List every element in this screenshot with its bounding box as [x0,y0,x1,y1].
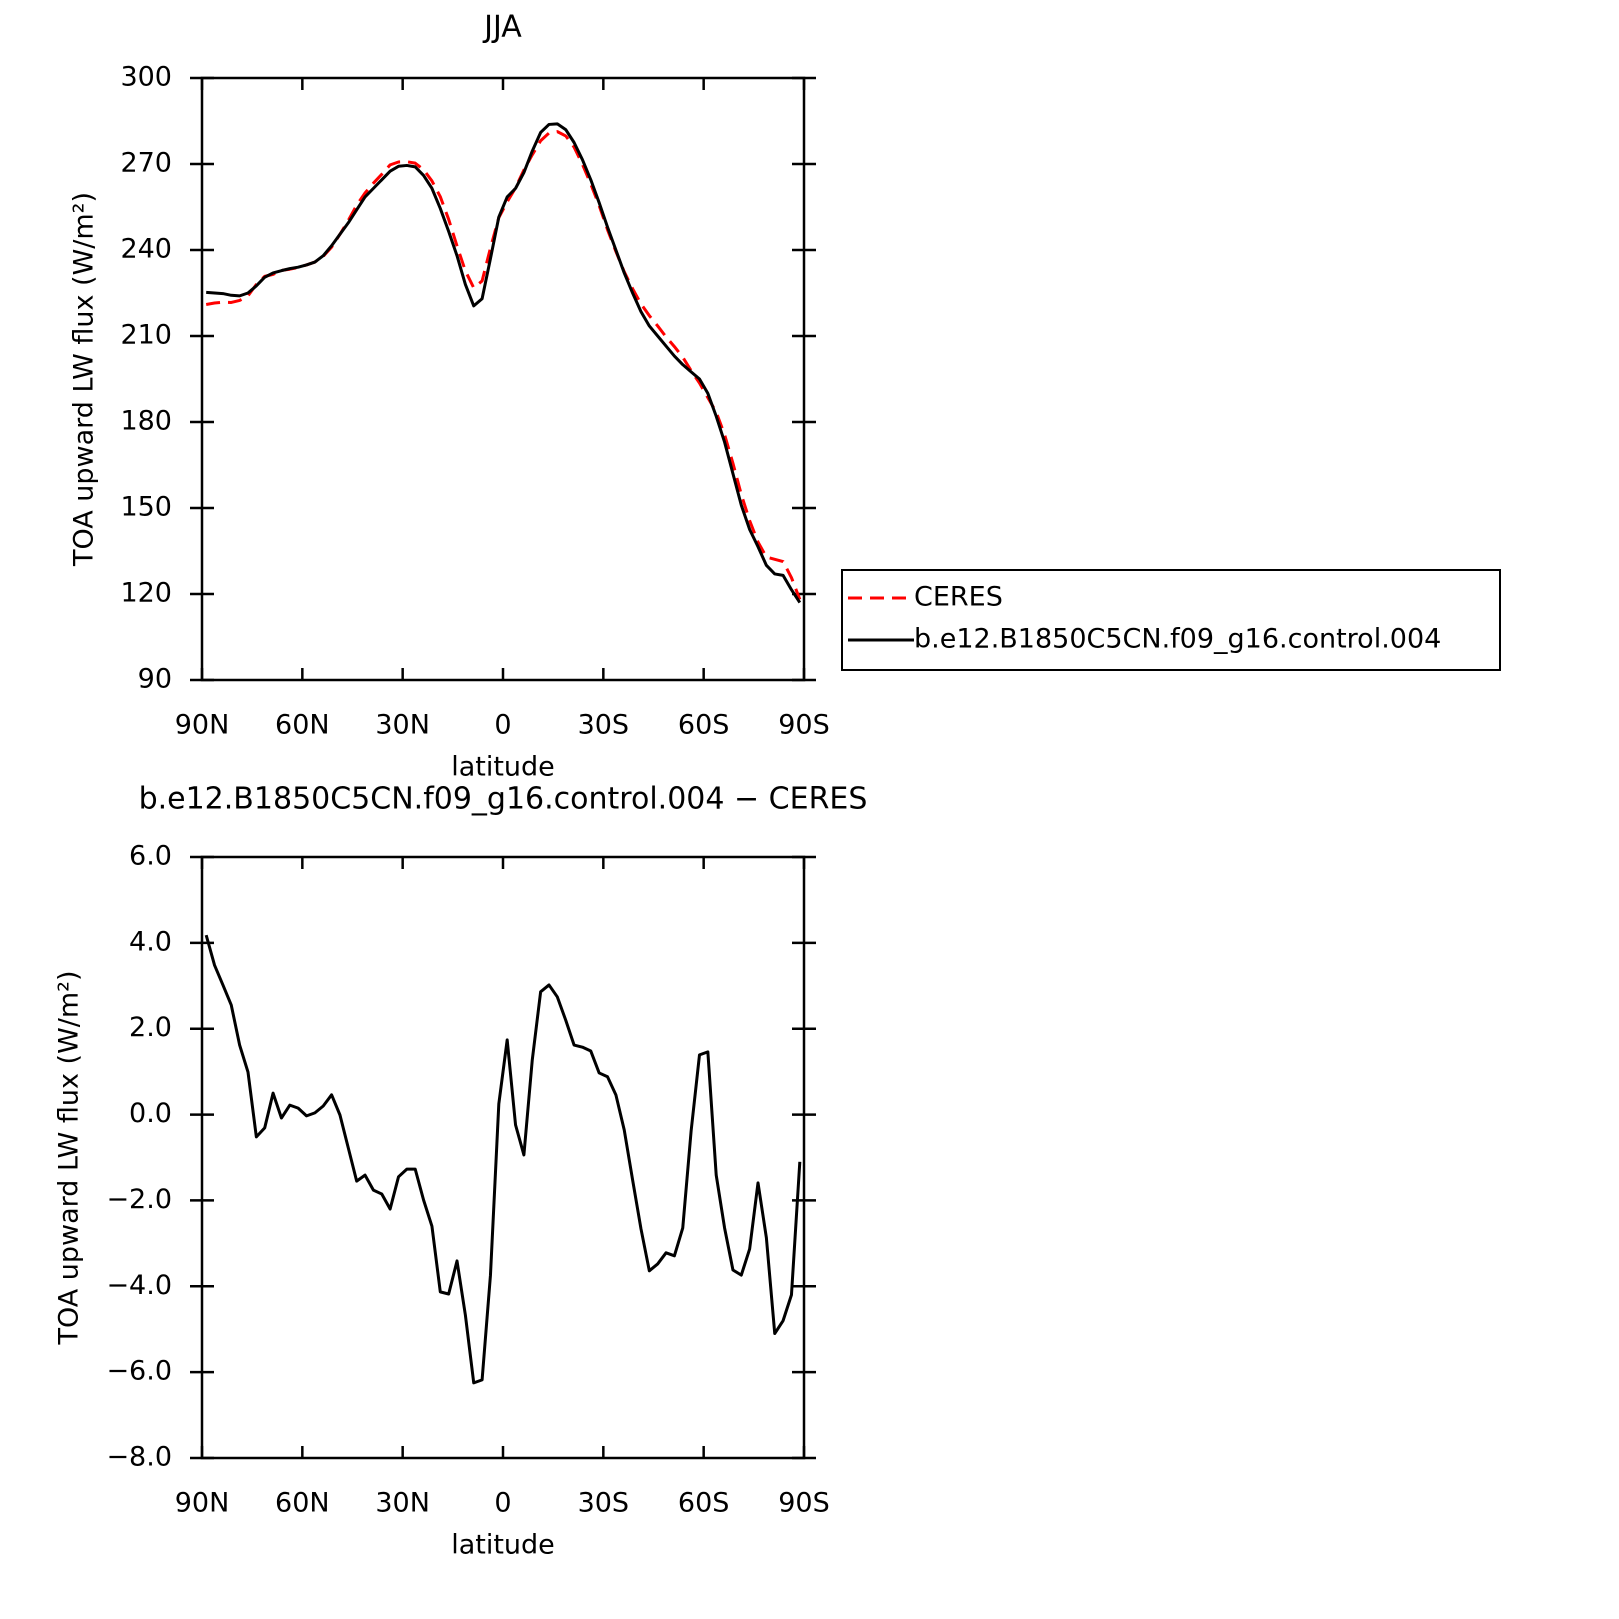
x-tick-label: 60S [678,710,730,741]
y-tick-label: 90 [138,664,172,695]
x-tick-label: 60S [678,1488,730,1519]
y-tick-label: −2.0 [106,1184,172,1215]
y-tick-label: 4.0 [129,926,172,957]
y-axis-label: TOA upward LW flux (W/m²) [54,970,85,1345]
x-tick-label: 90N [175,1488,230,1519]
y-tick-label: −4.0 [106,1270,172,1301]
y-tick-label: −6.0 [106,1356,172,1387]
chart-title: JJA [482,10,522,45]
legend-label: b.e12.B1850C5CN.f09_g16.control.004 [914,624,1441,655]
y-axis-label: TOA upward LW flux (W/m²) [69,192,100,567]
legend-label: CERES [914,582,1003,613]
plot-frame [200,76,806,682]
y-tick-label: 120 [120,578,172,609]
y-tick-label: 2.0 [129,1012,172,1043]
x-tick-label: 60N [275,1488,330,1519]
series-line [204,934,802,1385]
y-tick-label: 0.0 [129,1098,172,1129]
x-tick-label: 0 [494,710,511,741]
y-tick-label: 240 [120,234,172,265]
x-tick-label: 90S [778,710,830,741]
x-tick-label: 30N [375,1488,430,1519]
x-tick-label: 30S [578,710,630,741]
x-tick-label: 30N [375,710,430,741]
y-tick-label: 300 [120,62,172,93]
y-tick-label: 150 [120,492,172,523]
x-tick-label: 60N [275,710,330,741]
y-tick-label: 6.0 [129,841,172,872]
legend-box [841,569,1501,671]
x-tick-label: 30S [578,1488,630,1519]
x-tick-label: 0 [494,1488,511,1519]
y-tick-label: −8.0 [106,1442,172,1473]
y-tick-label: 270 [120,148,172,179]
y-tick-label: 210 [120,320,172,351]
plot-frame [200,855,806,1460]
series-line [205,130,802,600]
x-axis-label: latitude [451,752,555,783]
x-tick-label: 90N [175,710,230,741]
series-line [206,122,802,604]
chart-title: b.e12.B1850C5CN.f09_g16.control.004 − CE… [139,782,868,817]
x-axis-label: latitude [451,1530,555,1561]
x-tick-label: 90S [778,1488,830,1519]
y-tick-label: 180 [120,406,172,437]
